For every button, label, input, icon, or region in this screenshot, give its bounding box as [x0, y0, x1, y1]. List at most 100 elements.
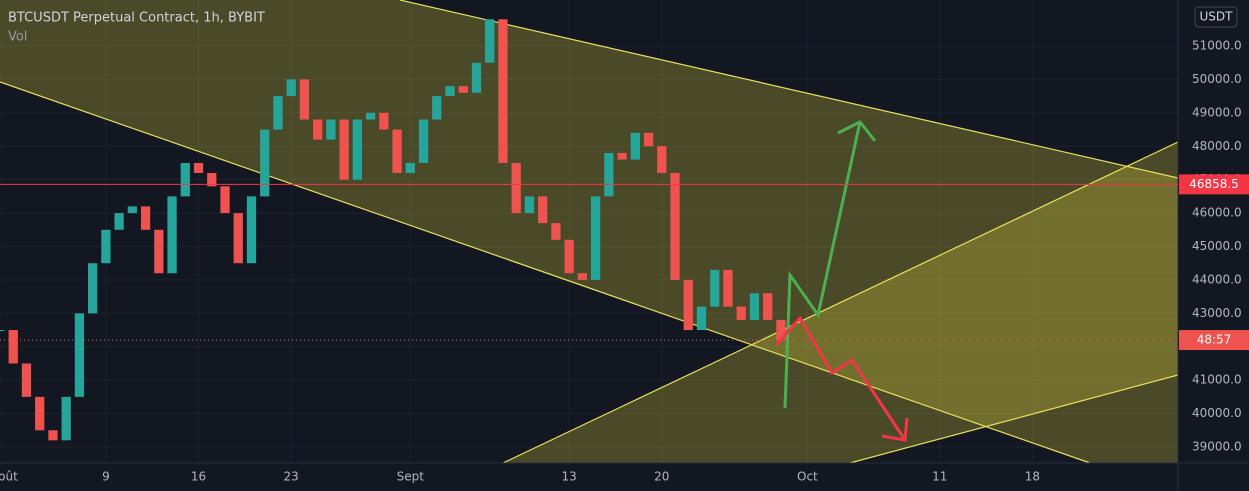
candle: [352, 119, 363, 180]
candle: [260, 129, 270, 197]
candle: [498, 19, 508, 163]
grid: [0, 0, 1178, 463]
countdown-badge: [1179, 330, 1249, 351]
candle: [88, 263, 98, 314]
currency-label[interactable]: USDT: [1200, 10, 1234, 24]
candle: [564, 239, 574, 274]
candle: [8, 330, 18, 364]
y-tick-label: 43000.0: [1192, 306, 1242, 320]
candle: [326, 119, 336, 140]
time-axis: [0, 463, 1249, 491]
y-tick-label: 46000.0: [1192, 206, 1242, 220]
candle: [379, 112, 389, 130]
candle: [74, 313, 85, 397]
y-tick-label: 44000.0: [1192, 272, 1242, 286]
candle: [736, 306, 746, 321]
x-tick-label: 23: [284, 470, 299, 484]
bullish-arrow: [783, 121, 862, 409]
candle: [339, 119, 349, 180]
candle: [696, 306, 707, 331]
candle: [511, 162, 521, 214]
y-tick-label: 39000.0: [1192, 439, 1242, 453]
candle: [127, 206, 137, 214]
y-tick-label: 48000.0: [1192, 139, 1242, 153]
candle: [167, 196, 177, 274]
candle: [458, 86, 468, 93]
candle: [604, 152, 614, 197]
x-tick-label: 13: [562, 470, 577, 484]
descending-channel: [0, 0, 1178, 463]
candle: [299, 79, 310, 120]
candle: [21, 363, 32, 397]
candle: [776, 320, 786, 341]
candle: [101, 229, 111, 264]
channel-line: [502, 141, 1179, 464]
drawings: [0, 0, 1179, 464]
x-tick-label: 16: [191, 470, 206, 484]
symbol-title: BTCUSDT Perpetual Contract, 1h, BYBIT: [8, 11, 265, 26]
candle: [154, 229, 164, 274]
x-tick-label: 20: [654, 470, 669, 484]
arrow-head: [881, 417, 909, 442]
arrow-head: [837, 120, 877, 142]
arrows: [774, 120, 909, 442]
candle: [180, 162, 190, 197]
candle: [710, 269, 720, 307]
candle: [313, 119, 323, 140]
bearish-arrow: [774, 315, 907, 441]
x-tick-label: Sept: [397, 470, 425, 484]
candle: [392, 129, 402, 173]
candle: [524, 196, 535, 214]
indicator-label: Vol: [8, 30, 27, 45]
candle: [445, 86, 455, 97]
x-tick-label: 9: [102, 470, 110, 484]
candle: [551, 223, 561, 240]
x-tick-label: 11: [932, 470, 947, 484]
y-tick-label: 51000.0: [1192, 39, 1242, 53]
countdown-label: 48:57: [1197, 333, 1232, 347]
price-badge: [1179, 174, 1249, 195]
candle: [749, 293, 760, 321]
price-axis: [1178, 0, 1249, 463]
x-tick-label: oût: [0, 470, 18, 484]
candle: [61, 396, 71, 441]
x-tick-label: Oct: [797, 470, 818, 484]
candle: [48, 430, 58, 441]
candle: [763, 293, 773, 321]
candle: [630, 132, 640, 160]
y-tick-label: 41000.0: [1192, 373, 1242, 387]
y-tick-label: 49000.0: [1192, 105, 1242, 119]
candle: [670, 172, 680, 280]
candle: [432, 96, 442, 120]
candle: [207, 172, 217, 187]
candle: [617, 152, 627, 160]
candle: [643, 132, 654, 147]
candle: [418, 119, 429, 163]
candle: [657, 146, 667, 173]
currency-badge[interactable]: [1194, 6, 1238, 28]
candle: [0, 330, 5, 332]
channel-line: [399, 0, 1179, 179]
candle: [193, 162, 204, 173]
candle: [577, 273, 588, 280]
candle: [683, 279, 693, 331]
candle: [246, 196, 257, 264]
candle: [471, 62, 482, 93]
candle: [35, 396, 45, 431]
y-tick-label: 45000.0: [1192, 239, 1242, 253]
candle: [365, 112, 376, 120]
candle: [273, 96, 283, 130]
candle: [538, 196, 548, 224]
channel-line: [0, 81, 1091, 464]
channel-line: [849, 374, 1179, 464]
x-tick-label: 18: [1025, 470, 1040, 484]
candle: [114, 213, 124, 230]
candles: [0, 19, 786, 441]
candle: [220, 186, 230, 214]
candle: [485, 19, 495, 63]
candle: [723, 269, 733, 307]
candle: [140, 206, 151, 230]
